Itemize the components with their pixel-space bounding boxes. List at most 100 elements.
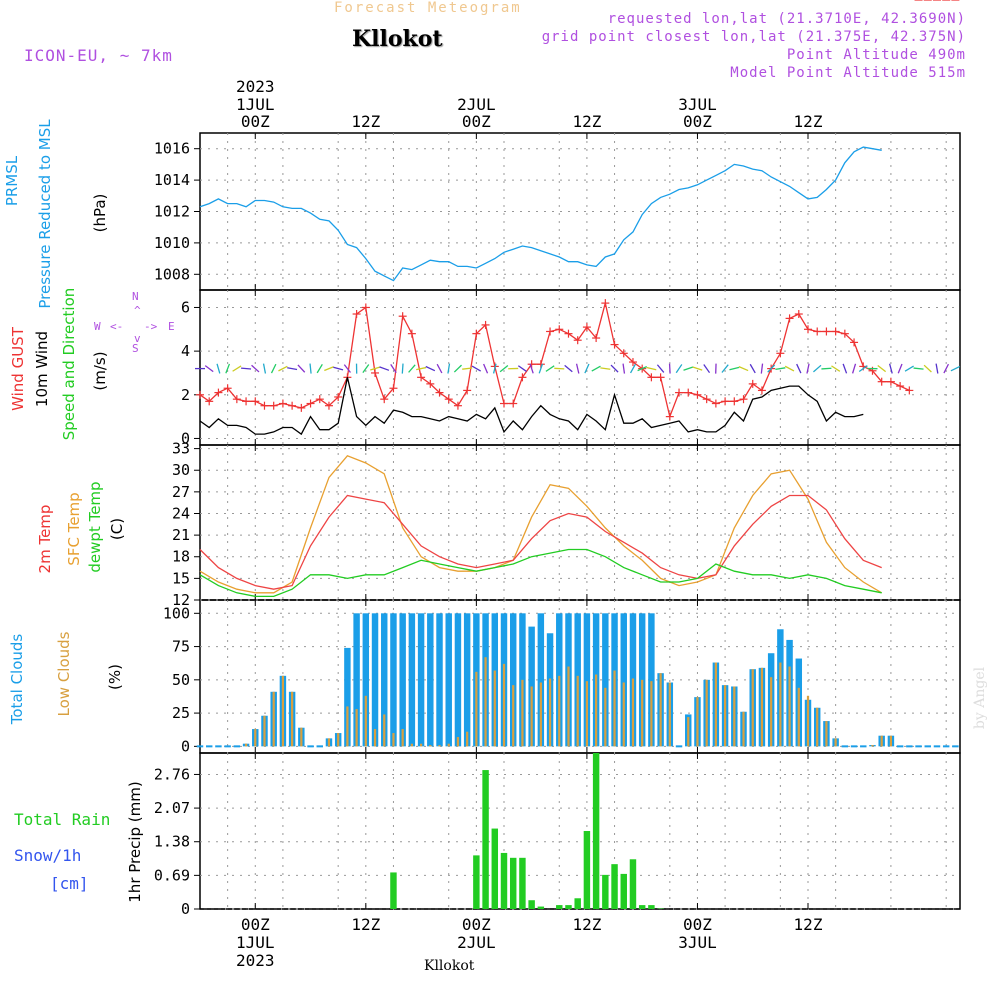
total-cloud-bar xyxy=(602,613,609,747)
wind-dir-arrow xyxy=(370,366,381,371)
low-cloud-bar xyxy=(613,670,616,747)
wind-dir-arrow xyxy=(278,365,288,372)
low-cloud-bar xyxy=(558,675,561,747)
precip-bar xyxy=(638,905,646,909)
low-cloud-bar xyxy=(687,717,690,747)
low-cloud-bar xyxy=(373,729,377,747)
wind-dir-arrow xyxy=(270,363,277,374)
total-cloud-bar xyxy=(362,613,370,747)
low-cloud-bar xyxy=(530,686,533,747)
wind-dir-arrow xyxy=(796,363,802,374)
compass-icon: N S W E <- -> ^ v xyxy=(94,290,175,355)
low-cloud-bar xyxy=(364,695,367,747)
wind-dir-arrow xyxy=(324,366,334,372)
precip-bar xyxy=(602,874,609,909)
wind-dir-arrow xyxy=(923,364,932,373)
wind-dir-arrow xyxy=(610,364,619,373)
y-tick-label: 50 xyxy=(172,671,190,689)
model-label: ICON-EU, ~ 7km xyxy=(24,46,173,65)
total-cloud-bar xyxy=(620,613,627,747)
wind-dir-arrow xyxy=(204,365,214,373)
precip-bar xyxy=(491,828,499,909)
wind-dir-arrow xyxy=(831,365,841,372)
low-cloud-bar xyxy=(871,745,874,747)
total-cloud-bar xyxy=(519,613,526,747)
bottom-axis-hour: 00Z xyxy=(683,915,712,934)
wind-dir-arrow xyxy=(529,363,534,374)
wind-dir-arrow xyxy=(668,363,671,374)
bottom-axis-date: 2JUL xyxy=(457,933,496,952)
wind-dir-arrow xyxy=(517,365,527,372)
low-cloud-bar xyxy=(484,657,487,747)
low-cloud-bar xyxy=(475,671,478,747)
precip-bar xyxy=(583,831,591,909)
low-cloud-bar xyxy=(696,697,699,747)
y-tick-label: 75 xyxy=(172,638,190,656)
y-tick-label: 18 xyxy=(172,548,190,566)
total-cloud-bar xyxy=(408,613,416,747)
wind-dir-arrow xyxy=(575,363,580,374)
wind-dir-arrow xyxy=(935,363,939,374)
wind-dir-arrow xyxy=(471,365,482,372)
precip-bar xyxy=(537,906,545,909)
y-tick-label: 12 xyxy=(172,591,190,609)
total-cloud-bar xyxy=(445,613,452,747)
wind-dir-arrow xyxy=(646,366,657,371)
low-cloud-bar xyxy=(521,679,524,747)
y-tick-label: 33 xyxy=(172,440,190,458)
y-tick-label: 1012 xyxy=(154,203,190,221)
wind-dir-arrow xyxy=(362,364,370,374)
y-tick-label: 2 xyxy=(181,386,190,404)
wind-dir-arrow xyxy=(888,363,893,374)
y-tick-label: 15 xyxy=(172,569,190,587)
precip-bar xyxy=(528,900,535,909)
low-cloud-bar xyxy=(779,662,782,747)
low-cloud-bar xyxy=(244,743,248,747)
wind-dir-arrow xyxy=(913,367,924,370)
requested-coords: requested lon,lat (21.3710E, 42.3690N) xyxy=(607,11,966,27)
total-cloud-bar xyxy=(537,613,545,747)
wind-dir-arrow xyxy=(904,365,914,372)
precip-bar xyxy=(473,855,480,909)
low-cloud-bar xyxy=(327,738,331,747)
total-rain-label: Total Rain xyxy=(14,810,111,829)
total-cloud-bar xyxy=(344,647,351,747)
wind-dir-arrow xyxy=(538,363,544,374)
wind-dir-arrow xyxy=(241,367,252,370)
low-cloud-bar xyxy=(254,729,257,747)
low-cloud-bar xyxy=(466,731,469,747)
gridpoint-coords: grid point closest lon,lat (21.375E, 42.… xyxy=(541,29,966,45)
wind-dir-arrow xyxy=(584,363,590,374)
wind-dir-arrow xyxy=(784,365,795,372)
y-tick-label: 2.76 xyxy=(154,765,190,783)
wind-dir-arrow xyxy=(943,363,950,374)
low-cloud-bar xyxy=(576,675,579,747)
low-cloud-bar xyxy=(760,667,764,747)
wind-dir-arrow xyxy=(749,363,756,374)
bottom-axis-hour: 00Z xyxy=(462,915,491,934)
temp2m-line xyxy=(199,494,882,590)
precip-bar xyxy=(648,905,655,909)
precip-bar xyxy=(629,859,637,909)
wind-dir-arrow xyxy=(760,363,764,374)
y-tick-label: 1.38 xyxy=(154,833,190,851)
wind-dir-arrow xyxy=(821,367,832,370)
point-altitude: Point Altitude 490m xyxy=(786,47,966,63)
total-cloud-bar xyxy=(638,613,646,747)
bottom-axis-date: 3JUL xyxy=(678,933,717,952)
low-cloud-bar xyxy=(291,691,294,747)
wind-dir-arrow xyxy=(692,366,703,371)
wind-dir-arrow xyxy=(462,367,473,370)
low-cloud-bar xyxy=(797,687,800,747)
low-cloud-bar xyxy=(733,686,736,747)
total-cloud-bar xyxy=(381,613,388,747)
wind-dir-arrow xyxy=(401,363,404,374)
wind-dir-arrow xyxy=(545,365,555,372)
wind-dir-arrow xyxy=(492,363,497,374)
wind-dir-arrow xyxy=(453,364,462,373)
model-altitude: Model Point Altitude 515m xyxy=(730,65,966,81)
low-cloud-bar xyxy=(770,677,773,747)
y-tick-label: 6 xyxy=(181,298,190,316)
wind-dir-arrow xyxy=(622,363,626,374)
